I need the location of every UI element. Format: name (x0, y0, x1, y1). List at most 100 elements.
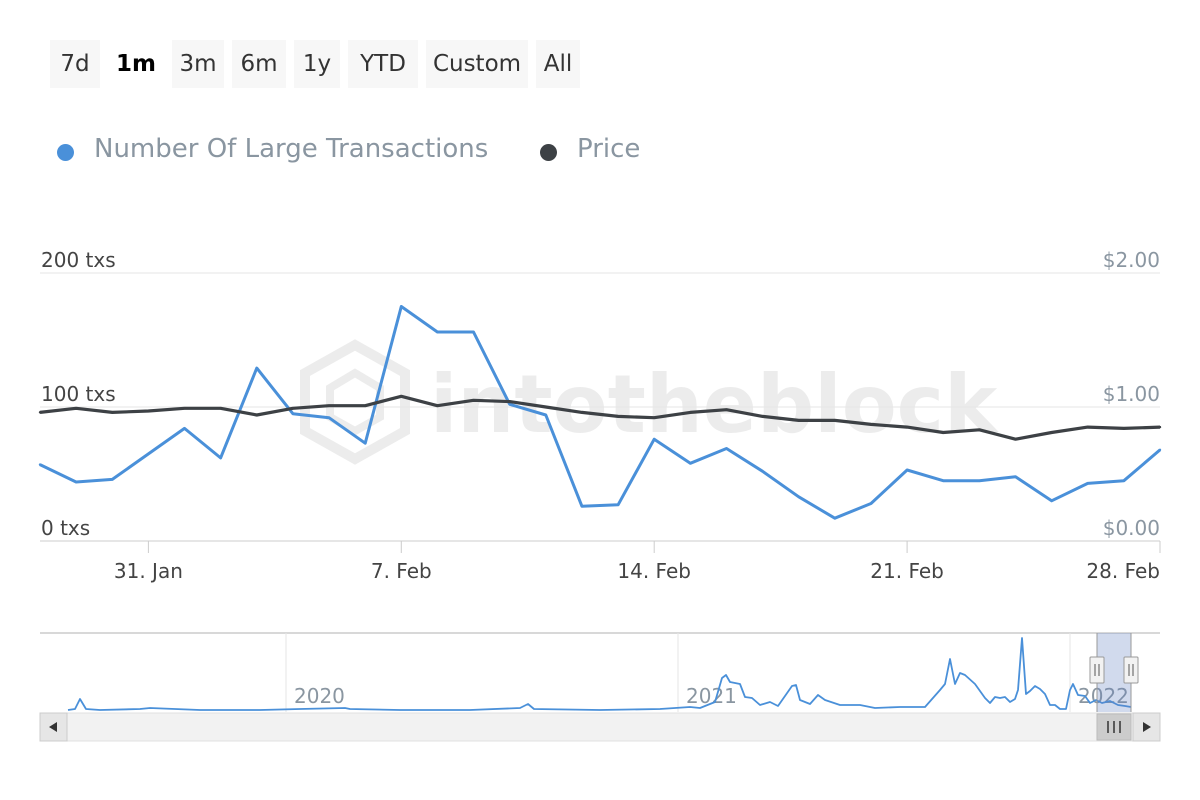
data-point (725, 408, 728, 411)
y-left-tick-label: 0 txs (41, 516, 90, 540)
legend-dot-icon (57, 144, 74, 161)
watermark-logo-icon (300, 339, 410, 465)
data-point (327, 404, 331, 407)
data-point (978, 428, 981, 431)
data-point (74, 480, 78, 484)
data-point (1122, 427, 1126, 430)
series-line-price (39, 394, 1161, 441)
scroll-right-button[interactable] (1132, 712, 1161, 742)
navigator-handle-right[interactable] (1123, 656, 1139, 684)
data-point (544, 405, 548, 409)
legend-dot-icon (540, 144, 557, 161)
data-point (74, 407, 78, 410)
legend-item-price[interactable]: Price (535, 132, 655, 172)
watermark-text: intotheblock (430, 358, 999, 451)
data-point (978, 479, 981, 482)
data-point (38, 463, 42, 466)
data-point (652, 416, 656, 419)
data-point (400, 395, 403, 398)
x-tick-label: 28. Feb (1086, 559, 1160, 583)
y-axis-right: $0.00 $1.00 $2.00 (1103, 248, 1160, 540)
data-point (580, 504, 584, 508)
data-point (219, 456, 222, 460)
data-point (905, 468, 909, 472)
grid (40, 272, 1160, 408)
data-point (363, 441, 367, 445)
watermark: intotheblock (300, 339, 999, 465)
data-point (1122, 479, 1126, 482)
data-point (616, 415, 620, 418)
range-button-ytd[interactable]: YTD (348, 40, 418, 88)
data-point (147, 452, 150, 456)
range-button-7d[interactable]: 7d (50, 40, 100, 88)
data-point (363, 404, 367, 407)
range-button-3m[interactable]: 3m (172, 40, 224, 88)
data-point (38, 411, 42, 414)
arrow-right-icon (1143, 722, 1151, 732)
data-point (833, 419, 837, 422)
range-button-custom[interactable]: Custom (426, 40, 528, 88)
data-point (1014, 475, 1017, 478)
range-button-1y[interactable]: 1y (294, 40, 340, 88)
data-point (905, 425, 909, 429)
data-point (689, 462, 692, 465)
data-point (797, 419, 800, 422)
navigator-series-line (67, 637, 1132, 711)
data-point (111, 411, 114, 414)
series-line-large-transactions (39, 305, 1161, 520)
data-point (147, 409, 150, 413)
range-button-1m[interactable]: 1m (108, 40, 164, 88)
x-tick-label: 31. Jan (114, 559, 183, 583)
data-point (869, 502, 873, 505)
arrow-left-icon (49, 722, 57, 732)
data-point (508, 403, 511, 406)
y-axis-left: 0 txs 100 txs 200 txs (41, 248, 116, 540)
data-point (942, 479, 945, 482)
data-point (942, 431, 945, 434)
navigator-year-label: 2021 (686, 684, 737, 708)
y-left-tick-label: 200 txs (41, 248, 116, 272)
data-point (183, 427, 186, 430)
data-point (652, 437, 656, 441)
data-point (689, 411, 692, 414)
data-point (291, 407, 295, 410)
x-tick-label: 14. Feb (617, 559, 691, 583)
data-point (869, 423, 873, 426)
data-point (833, 517, 837, 520)
data-point (544, 413, 548, 417)
navigator-year-label: 2020 (294, 684, 345, 708)
data-point (616, 503, 620, 507)
scrollbar-track[interactable] (39, 712, 1161, 742)
data-point (111, 478, 114, 481)
handle-grip-icon (1089, 656, 1105, 684)
data-point (1086, 482, 1089, 485)
data-point (1158, 425, 1162, 429)
data-point (761, 470, 764, 473)
handle-grip-icon (1123, 656, 1139, 684)
legend-label: Price (577, 134, 641, 164)
data-point (725, 447, 728, 450)
navigator-selected-range[interactable] (1097, 633, 1131, 712)
y-right-tick-label: $0.00 (1103, 516, 1160, 540)
data-point (1050, 431, 1053, 434)
data-point (1158, 448, 1162, 452)
scroll-left-button[interactable] (39, 712, 68, 742)
data-point (400, 305, 403, 308)
legend-item-large-transactions[interactable]: Number Of Large Transactions (52, 132, 522, 172)
data-point (1014, 437, 1017, 441)
scrollbar[interactable] (39, 712, 1161, 742)
navigator[interactable]: 2020 2021 2022 (40, 632, 1160, 712)
y-right-tick-label: $2.00 (1103, 248, 1160, 272)
y-right-tick-label: $1.00 (1103, 382, 1160, 406)
range-button-all[interactable]: All (536, 40, 580, 88)
data-point (1086, 425, 1089, 429)
data-point (580, 411, 584, 414)
range-button-6m[interactable]: 6m (232, 40, 286, 88)
navigator-year-label: 2022 (1078, 684, 1129, 708)
scrollbar-thumb[interactable] (1096, 713, 1132, 741)
series-layer (38, 305, 1162, 520)
x-axis: 31. Jan 7. Feb 14. Feb 21. Feb 28. Feb (40, 540, 1161, 583)
navigator-handle-left[interactable] (1089, 656, 1105, 684)
data-point (472, 399, 475, 402)
